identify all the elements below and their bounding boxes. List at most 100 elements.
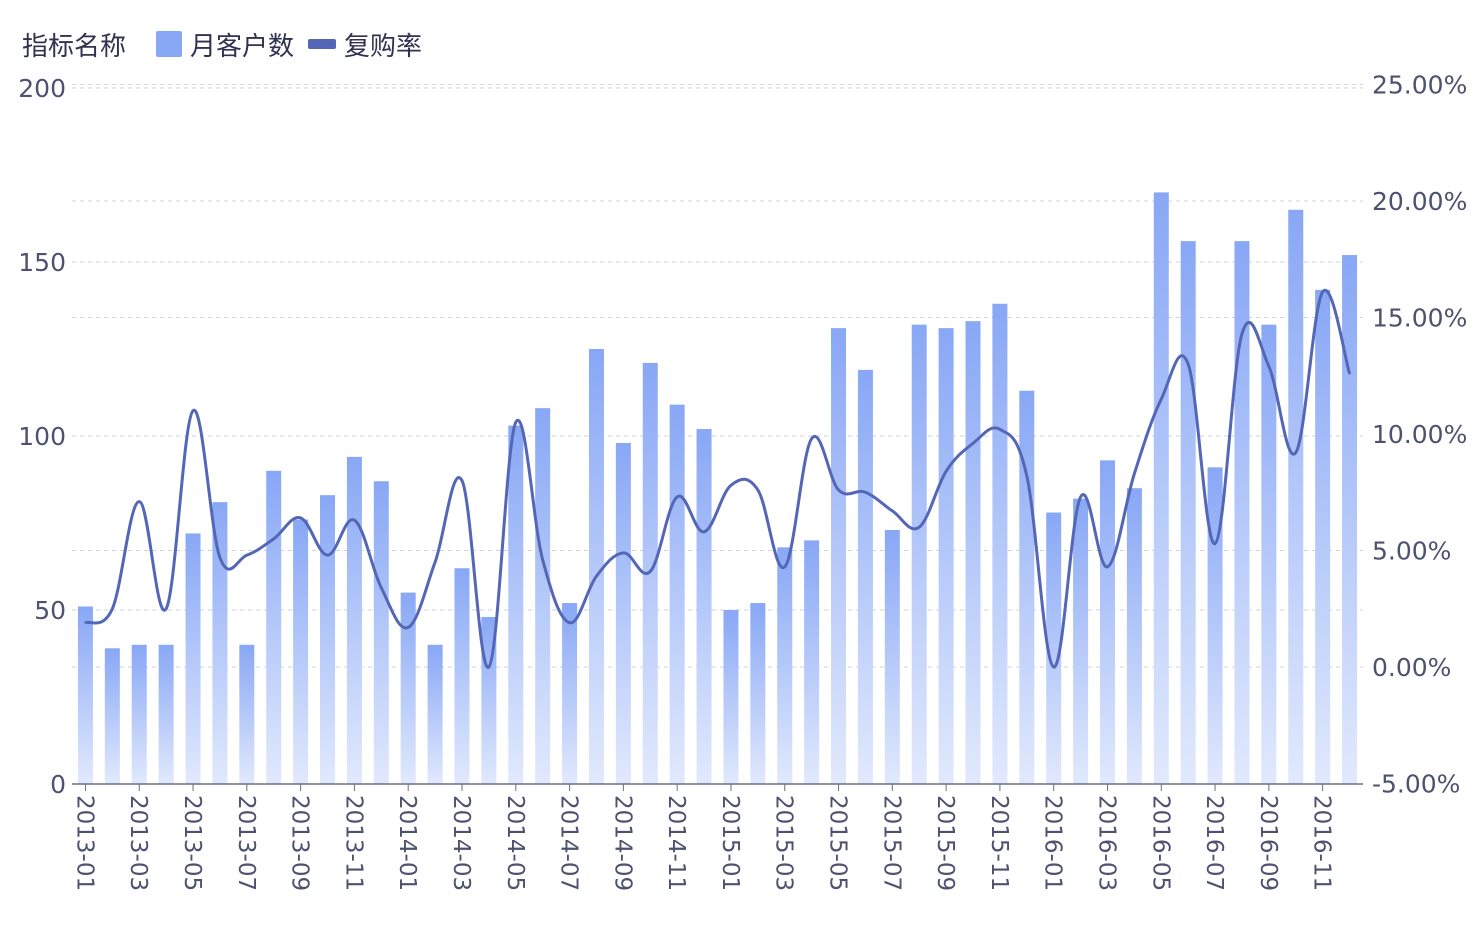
line-point (837, 488, 840, 492)
bar (158, 644, 174, 784)
bar (723, 610, 739, 784)
line-point (433, 560, 437, 564)
grid-lines (72, 84, 1363, 785)
line-point (675, 495, 679, 499)
x-tick-label: 2016-05 (1147, 795, 1173, 891)
x-tick-label: 2014-05 (502, 795, 528, 891)
bar (77, 606, 93, 784)
bar (131, 644, 147, 784)
line-point (514, 421, 517, 424)
bar (884, 529, 900, 784)
bar (508, 425, 524, 784)
y-right-tick-label: -5.00% (1372, 770, 1460, 799)
x-tick-label: 2016-03 (1093, 795, 1119, 891)
legend-title: 指标名称 (22, 31, 127, 62)
line-point (1186, 362, 1190, 366)
line-point (380, 586, 383, 589)
line-point (460, 479, 464, 482)
line-point (864, 491, 867, 494)
bar (965, 321, 981, 784)
line-point (729, 484, 733, 487)
bar-series (77, 192, 1358, 785)
bar (1234, 241, 1250, 784)
line-point (622, 551, 625, 555)
line-point (702, 530, 706, 534)
line-point (164, 607, 168, 610)
y-left-tick-label: 0 (50, 770, 66, 799)
bar (104, 648, 120, 784)
legend: 指标名称 月客户数 复购率 (22, 24, 436, 64)
line-point (541, 558, 544, 562)
x-tick-label: 2015-01 (717, 795, 743, 891)
x-tick-label: 2013-01 (71, 795, 97, 891)
bar (239, 644, 255, 784)
line-point (1213, 542, 1217, 545)
x-tick-label: 2014-07 (556, 795, 582, 891)
line-point (971, 442, 975, 445)
bar (696, 429, 712, 784)
x-tick-label: 2015-05 (825, 795, 851, 891)
line-point (272, 537, 275, 541)
x-tick-label: 2014-03 (448, 795, 474, 891)
x-tick-label: 2013-03 (125, 795, 151, 891)
bar (373, 481, 389, 784)
y-left-tick-label: 50 (34, 596, 66, 625)
x-tick-label: 2016-09 (1255, 795, 1281, 891)
line-point (84, 621, 87, 624)
line-series (84, 288, 1351, 669)
y-right-tick-label: 15.00% (1372, 304, 1467, 333)
bar (831, 328, 847, 784)
line-point (1321, 290, 1324, 294)
line-point (406, 626, 410, 629)
y-right-tick-label: 5.00% (1372, 537, 1451, 566)
bar (777, 547, 793, 784)
bar (1342, 255, 1358, 785)
bar (454, 568, 470, 784)
bar (1126, 488, 1142, 784)
y-right-tick-label: 10.00% (1372, 420, 1467, 449)
x-tick-label: 2013-07 (233, 795, 259, 891)
x-tick-label: 2016-07 (1201, 795, 1227, 891)
line-point (299, 516, 302, 520)
bar (911, 324, 927, 784)
bar (185, 533, 201, 784)
x-tick-label: 2016-11 (1309, 795, 1335, 891)
x-tick-label: 2014-01 (394, 795, 420, 891)
legend-label-monthly-customers: 月客户数 (190, 31, 295, 62)
x-tick-label: 2015-11 (986, 795, 1012, 891)
line-point (568, 621, 571, 624)
line-point (1267, 365, 1271, 368)
line-point (1025, 474, 1029, 478)
x-tick-label: 2014-11 (663, 795, 689, 891)
line-point (783, 565, 786, 569)
bar (320, 495, 336, 784)
bar (1315, 289, 1331, 784)
line-point (756, 488, 760, 492)
line-point (595, 574, 598, 578)
bar (293, 519, 309, 784)
bar (1180, 241, 1196, 784)
line-point (1348, 372, 1351, 375)
line-point (353, 519, 356, 522)
line-point (649, 570, 652, 573)
line-point (326, 553, 329, 557)
y-right-tick-label: 0.00% (1372, 653, 1451, 682)
legend-item-monthly-customers[interactable]: 月客户数 (156, 26, 294, 63)
line-point (891, 509, 894, 513)
y-right-tick-label: 20.00% (1372, 187, 1467, 216)
bar (266, 470, 282, 784)
legend-item-repurchase-rate[interactable]: 复购率 (308, 26, 422, 63)
line-point (111, 607, 114, 610)
bar (1073, 498, 1089, 784)
bar (1261, 324, 1277, 784)
x-tick-label: 2013-05 (179, 795, 205, 891)
line-point (1079, 495, 1082, 499)
bar (400, 592, 416, 784)
line-point (944, 470, 948, 473)
x-tick-label: 2016-01 (1040, 795, 1066, 891)
bar (669, 404, 685, 784)
legend-label-repurchase-rate: 复购率 (344, 31, 423, 62)
line-point (138, 500, 141, 503)
